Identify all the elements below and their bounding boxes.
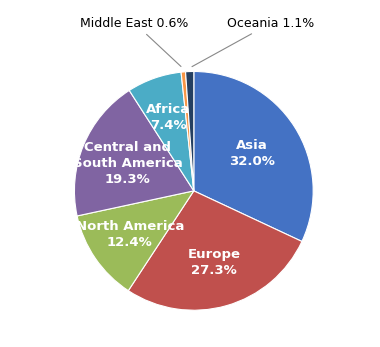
Text: North America
12.4%: North America 12.4% (76, 220, 184, 249)
Text: Africa
7.4%: Africa 7.4% (146, 103, 190, 132)
Text: Oceania 1.1%: Oceania 1.1% (192, 17, 315, 67)
Text: Central and
South America
19.3%: Central and South America 19.3% (73, 141, 182, 186)
Wedge shape (194, 71, 313, 242)
Wedge shape (181, 72, 194, 191)
Text: Middle East 0.6%: Middle East 0.6% (81, 17, 189, 67)
Wedge shape (77, 191, 194, 291)
Wedge shape (185, 71, 194, 191)
Wedge shape (128, 191, 302, 310)
Text: Asia
32.0%: Asia 32.0% (229, 139, 275, 168)
Text: Europe
27.3%: Europe 27.3% (187, 247, 241, 277)
Wedge shape (74, 91, 194, 216)
Wedge shape (129, 72, 194, 191)
